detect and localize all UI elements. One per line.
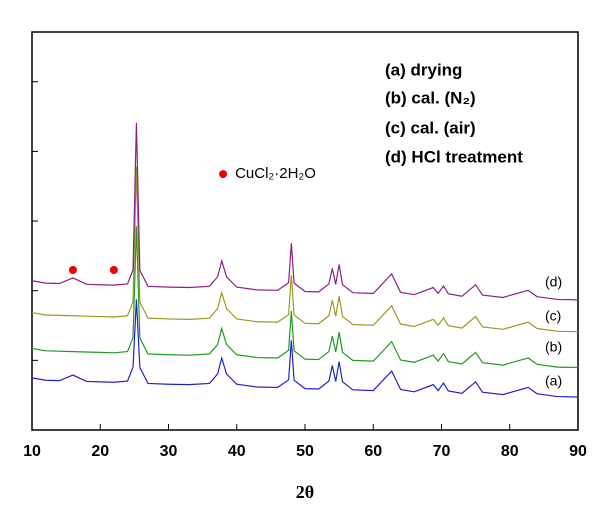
peak-marker (219, 170, 228, 179)
xrd-pattern (31, 299, 579, 398)
series-label: (c) (545, 308, 561, 324)
x-axis-label: 2θ (296, 482, 314, 502)
series-label: (a) (545, 373, 562, 389)
annotation: (d) HCl treatment (385, 147, 523, 166)
annotation: (b) cal. (N₂) (385, 88, 476, 107)
series-label: (b) (545, 339, 562, 355)
peak-marker (68, 266, 77, 275)
plot-frame (31, 31, 579, 431)
annotation: (a) drying (385, 60, 462, 79)
x-tick-label: 10 (23, 443, 41, 460)
x-tick-label: 70 (433, 443, 451, 460)
xrd-pattern (31, 166, 579, 333)
marker-legend: CuCl₂·2H₂O (235, 165, 316, 182)
annotation: (c) cal. (air) (385, 118, 476, 137)
x-tick-label: 40 (228, 443, 246, 460)
xrd-pattern (31, 122, 579, 301)
x-tick-label: 20 (91, 443, 109, 460)
x-tick-label: 60 (364, 443, 382, 460)
x-tick-label: 80 (501, 443, 519, 460)
x-tick-label: 90 (569, 443, 587, 460)
series-label: (d) (545, 274, 562, 290)
x-tick-label: 50 (296, 443, 314, 460)
xrd-pattern (31, 226, 579, 369)
peak-marker (109, 266, 118, 275)
x-tick-label: 30 (160, 443, 178, 460)
